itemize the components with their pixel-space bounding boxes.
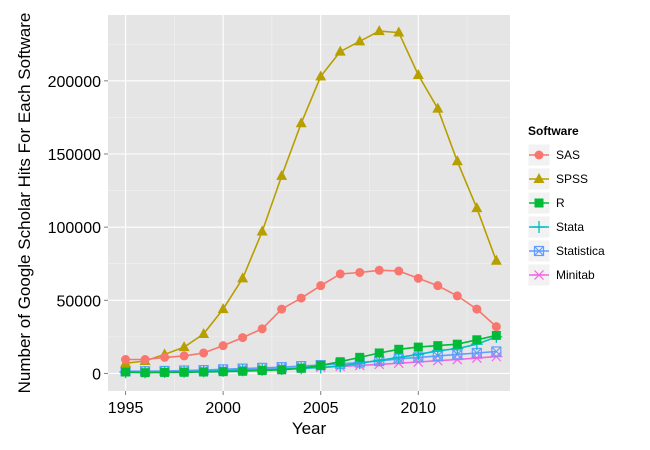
series-group xyxy=(119,25,503,379)
legend: Software SAS SPSS R Stata Statistica Minitab xyxy=(527,124,605,287)
legend-item-minitab: Minitab xyxy=(527,263,595,287)
data-point-spss xyxy=(393,26,405,37)
x-tick-label: 2010 xyxy=(400,400,436,417)
data-point-r xyxy=(179,367,189,377)
data-point-r xyxy=(160,367,170,377)
data-point-r xyxy=(335,357,345,367)
legend-key-marker xyxy=(534,198,544,208)
data-point-spss xyxy=(276,169,288,180)
series-r xyxy=(121,330,501,378)
series-sas xyxy=(121,265,501,365)
legend-label-minitab: Minitab xyxy=(556,268,595,282)
legend-item-sas: SAS xyxy=(527,143,580,167)
y-tick-label: 200000 xyxy=(48,74,101,91)
data-point-sas xyxy=(218,341,228,351)
plot-panel xyxy=(108,15,510,391)
axes: 1995 2000 2005 2010 0 50000 100000 150000 200000 xyxy=(48,74,437,417)
legend-label-sas: SAS xyxy=(556,148,580,162)
data-point-sas xyxy=(238,333,248,343)
data-point-spss xyxy=(432,102,444,113)
data-point-statistica xyxy=(491,346,502,357)
data-point-r xyxy=(452,339,462,349)
data-point-sas xyxy=(355,267,365,277)
data-point-spss xyxy=(334,45,346,56)
data-point-minitab xyxy=(451,354,464,365)
legend-label-spss: SPSS xyxy=(556,172,588,186)
data-point-sas xyxy=(335,269,345,279)
data-point-sas xyxy=(121,355,131,365)
data-point-r xyxy=(199,367,209,377)
data-point-spss xyxy=(295,117,307,128)
data-point-sas xyxy=(179,351,189,361)
data-point-r xyxy=(355,352,365,362)
data-point-spss xyxy=(451,155,463,166)
y-tick-label: 150000 xyxy=(48,147,101,164)
data-point-r xyxy=(277,365,287,375)
data-point-spss xyxy=(315,70,327,81)
data-point-r xyxy=(491,330,501,340)
legend-title: Software xyxy=(528,124,579,138)
legend-key-marker xyxy=(534,150,544,160)
data-point-spss xyxy=(412,68,424,79)
data-point-spss xyxy=(490,254,502,265)
data-point-spss xyxy=(178,341,190,352)
data-point-r xyxy=(257,366,267,376)
legend-key-marker xyxy=(533,270,545,280)
data-point-spss xyxy=(237,272,249,283)
data-point-sas xyxy=(491,322,501,332)
x-axis-title: Year xyxy=(292,419,327,438)
y-tick-label: 100000 xyxy=(48,220,101,237)
data-point-r xyxy=(121,367,131,377)
data-point-r xyxy=(238,366,248,376)
data-point-sas xyxy=(277,304,287,314)
data-point-sas xyxy=(199,348,209,358)
data-point-spss xyxy=(471,202,483,213)
y-axis-title: Number of Google Scholar Hits For Each S… xyxy=(15,13,34,394)
data-point-r xyxy=(140,368,150,378)
data-point-spss xyxy=(198,327,210,338)
legend-item-statistica: Statistica xyxy=(527,239,605,263)
data-point-r xyxy=(472,335,482,345)
data-point-minitab xyxy=(490,351,503,362)
data-point-sas xyxy=(316,281,326,291)
legend-key-marker xyxy=(533,245,545,257)
data-point-sas xyxy=(296,293,306,303)
legend-item-stata: Stata xyxy=(527,215,584,239)
legend-item-r: R xyxy=(527,191,565,215)
data-point-spss xyxy=(354,35,366,46)
x-tick-label: 2000 xyxy=(205,400,241,417)
y-tick-label: 0 xyxy=(92,366,101,383)
data-point-sas xyxy=(140,355,150,365)
data-point-spss xyxy=(256,225,268,236)
legend-label-stata: Stata xyxy=(556,220,584,234)
x-tick-label: 1995 xyxy=(108,400,144,417)
data-point-sas xyxy=(374,265,384,275)
series-line-spss xyxy=(125,30,498,364)
data-point-r xyxy=(433,341,443,351)
x-tick-label: 2005 xyxy=(303,400,339,417)
data-point-r xyxy=(413,342,423,352)
data-point-r xyxy=(374,348,384,358)
data-point-minitab xyxy=(470,353,483,364)
data-point-r xyxy=(296,363,306,373)
data-point-sas xyxy=(413,273,423,283)
legend-key-marker xyxy=(533,221,545,233)
data-point-spss xyxy=(373,25,385,36)
data-point-spss xyxy=(217,303,229,314)
data-point-r xyxy=(218,367,228,377)
data-point-r xyxy=(316,360,326,370)
data-point-sas xyxy=(257,324,267,334)
legend-key-marker xyxy=(533,173,545,183)
legend-label-r: R xyxy=(556,196,565,210)
y-tick-label: 50000 xyxy=(57,293,102,310)
data-point-sas xyxy=(160,352,170,362)
data-point-sas xyxy=(452,291,462,301)
data-point-r xyxy=(394,344,404,354)
data-point-sas xyxy=(433,281,443,291)
data-point-sas xyxy=(472,304,482,314)
legend-item-spss: SPSS xyxy=(527,167,588,191)
data-point-sas xyxy=(394,266,404,276)
legend-label-statistica: Statistica xyxy=(556,244,605,258)
